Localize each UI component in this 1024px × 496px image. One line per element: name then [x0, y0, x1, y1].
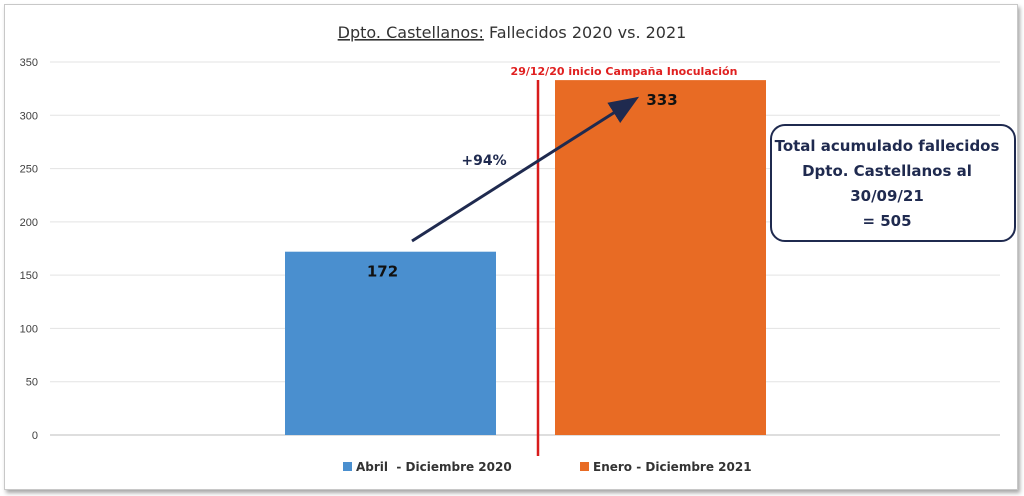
legend: Abril - Diciembre 2020 Enero - Diciembre…: [343, 460, 752, 474]
data-label-2021: 333: [646, 91, 677, 109]
total-box-line-1: Total acumulado fallecidos: [775, 137, 1000, 155]
bar-2020: [285, 251, 496, 435]
data-labels: 172 333: [367, 91, 678, 281]
data-label-2020: 172: [367, 263, 398, 281]
total-box-line-3: 30/09/21: [850, 187, 924, 205]
vaccination-start-label: 29/12/20 inicio Campaña Inoculación: [511, 65, 738, 78]
legend-swatch-2020: [343, 462, 352, 471]
total-box-line-4: = 505: [862, 212, 911, 230]
bars: [285, 80, 766, 436]
chart-frame: [4, 4, 1018, 490]
legend-label-2020: Abril - Diciembre 2020: [356, 460, 512, 474]
y-tick-label: 50: [26, 377, 38, 389]
y-tick-label: 150: [20, 270, 38, 282]
legend-swatch-2021: [580, 462, 589, 471]
bar-2021: [555, 80, 766, 436]
total-box-line-2: Dpto. Castellanos al: [802, 162, 972, 180]
percent-change-label: +94%: [461, 153, 506, 169]
y-tick-label: 200: [20, 217, 38, 229]
chart-title-part2: Fallecidos 2020 vs. 2021: [484, 23, 686, 42]
y-tick-label: 0: [32, 430, 38, 442]
increase-arrow: [411, 96, 640, 243]
gridlines: [50, 61, 1000, 436]
legend-label-2021: Enero - Diciembre 2021: [593, 460, 752, 474]
y-tick-label: 250: [20, 164, 38, 176]
y-axis-ticks: 0 50 100 150 200 250 300 350: [20, 57, 38, 442]
y-tick-label: 100: [20, 323, 38, 335]
chart-title: Dpto. Castellanos: Fallecidos 2020 vs. 2…: [338, 23, 687, 42]
total-box: [770, 124, 1016, 242]
y-tick-label: 350: [20, 57, 38, 69]
y-tick-label: 300: [20, 110, 38, 122]
chart-title-part1: Dpto. Castellanos:: [338, 23, 484, 42]
